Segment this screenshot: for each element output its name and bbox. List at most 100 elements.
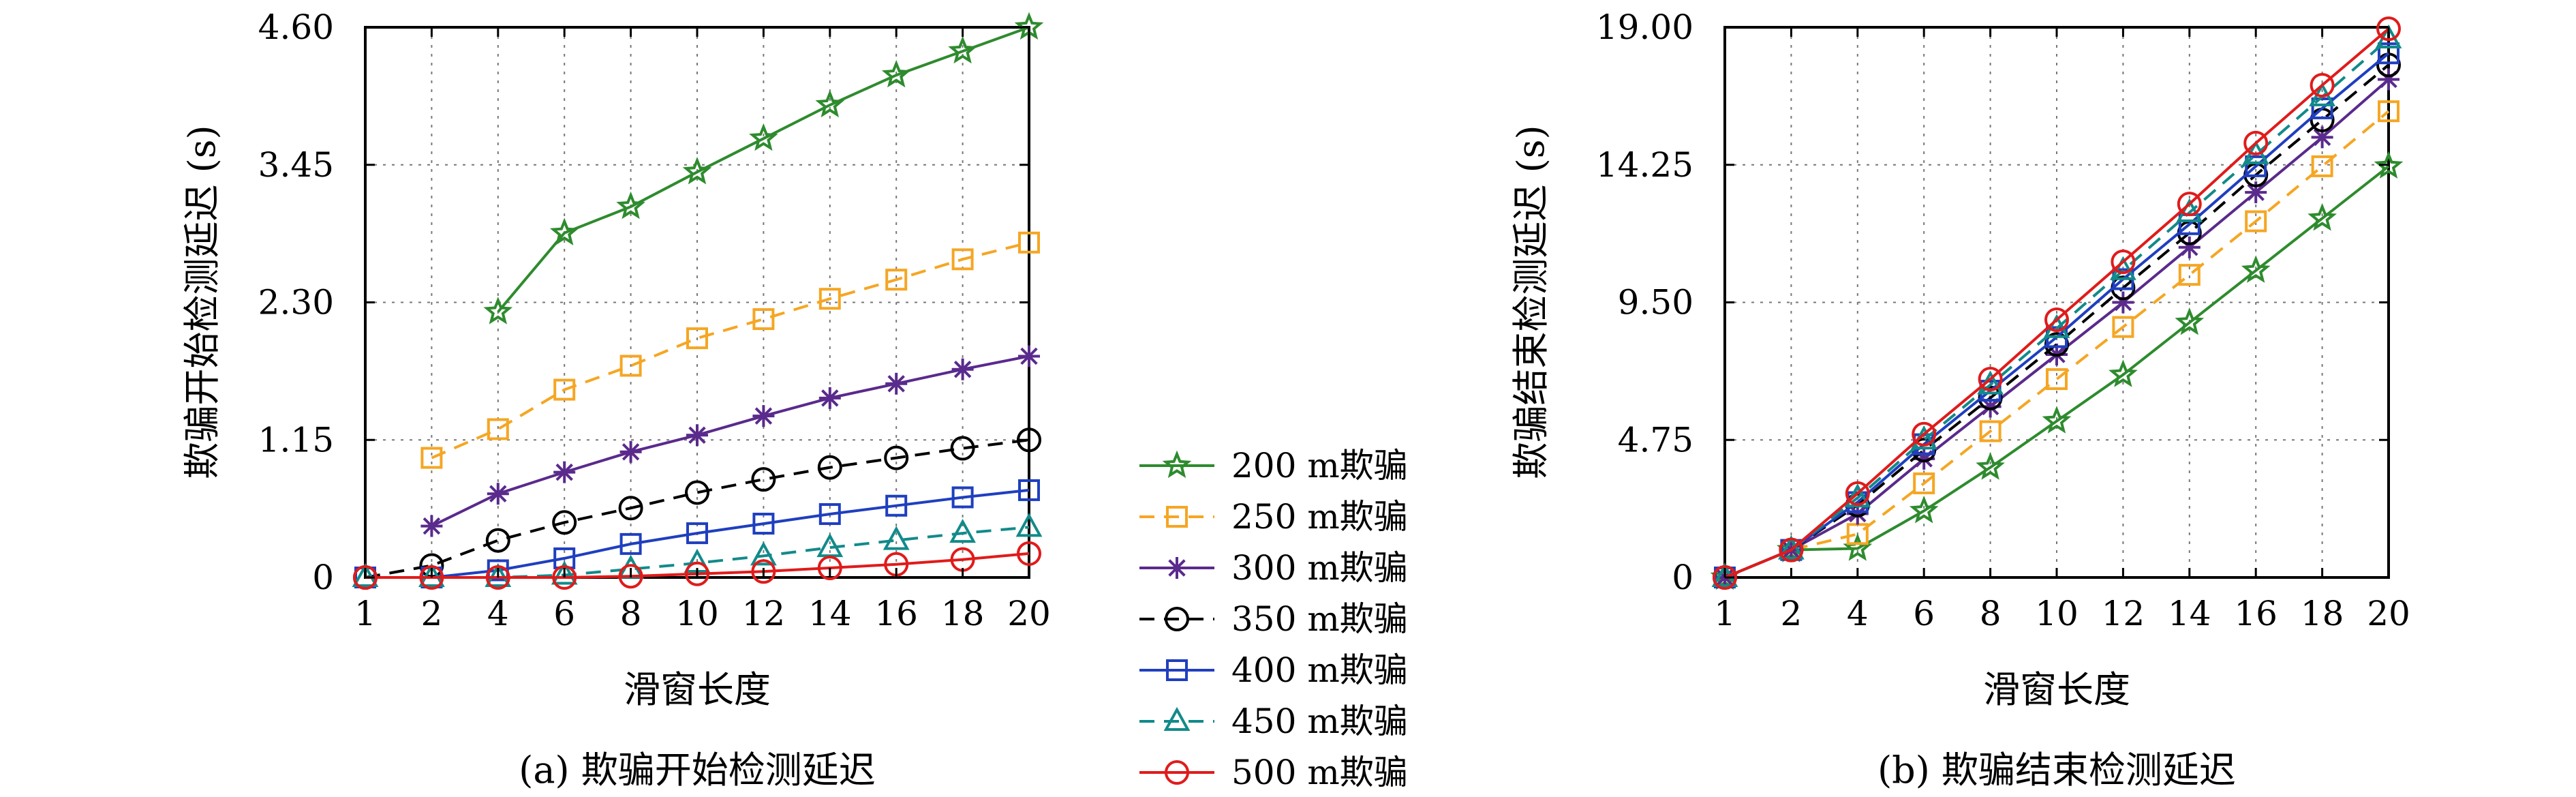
data-point <box>1845 481 1870 506</box>
data-point <box>750 541 777 566</box>
y-tick-label: 9.50 <box>1618 283 1693 322</box>
series-line <box>431 355 1030 528</box>
caption: (b) 欺骗结束检测延迟 <box>1877 749 2236 792</box>
data-point <box>1713 565 1737 590</box>
legend-label: 500 m欺骗 <box>1231 753 1408 792</box>
data-point <box>2046 368 2068 391</box>
data-point <box>818 503 841 526</box>
data-point <box>951 486 974 509</box>
legend-label: 400 m欺骗 <box>1231 650 1408 690</box>
x-tick-label: 16 <box>2234 594 2278 633</box>
legend-marker <box>1166 557 1188 579</box>
legend-item: 200 m欺骗 <box>1139 446 1408 485</box>
y-tick-label: 4.60 <box>258 7 334 47</box>
y-tick-label: 3.45 <box>258 145 334 185</box>
data-point <box>682 156 712 185</box>
x-tick-label: 2 <box>1780 594 1802 633</box>
data-point <box>487 418 509 440</box>
x-tick-label: 2 <box>420 594 442 633</box>
data-point <box>885 494 908 517</box>
data-point <box>2175 307 2205 335</box>
data-point <box>1909 495 1939 524</box>
data-point <box>2310 72 2335 97</box>
data-point <box>420 447 443 469</box>
data-point <box>619 355 642 377</box>
legend-marker <box>1163 706 1191 731</box>
series-line <box>365 438 1030 579</box>
data-point <box>885 372 908 395</box>
y-tick-label: 14.25 <box>1596 145 1693 185</box>
x-tick-label: 1 <box>1714 594 1736 633</box>
data-point <box>881 59 911 88</box>
y-tick-label: 19.00 <box>1596 7 1693 47</box>
data-point <box>2374 151 2404 179</box>
data-point <box>553 378 576 401</box>
legend-label: 300 m欺骗 <box>1231 548 1408 588</box>
data-point <box>2245 155 2267 177</box>
series-line <box>1724 63 2390 579</box>
data-point <box>1018 231 1040 254</box>
data-point <box>485 562 512 587</box>
x-tick-label: 14 <box>2168 594 2211 633</box>
x-tick-label: 12 <box>2102 594 2145 633</box>
x-tick-label: 20 <box>1007 594 1051 633</box>
data-point <box>2311 155 2333 177</box>
series-3 <box>420 345 1040 537</box>
data-point <box>551 560 578 585</box>
y-tick-label: 2.30 <box>258 283 334 322</box>
series-line <box>1724 37 2390 579</box>
legend-marker <box>1162 450 1192 479</box>
data-point <box>1913 472 1935 494</box>
data-point <box>749 123 778 151</box>
data-point <box>2307 202 2337 231</box>
x-tick-label: 4 <box>487 594 509 633</box>
data-point <box>2243 130 2269 155</box>
series-line <box>497 26 1030 313</box>
data-point <box>552 510 577 535</box>
data-point <box>817 455 842 480</box>
x-tick-label: 6 <box>1913 594 1935 633</box>
data-point <box>2311 126 2333 149</box>
data-point <box>485 565 510 590</box>
data-point <box>885 269 908 291</box>
data-point <box>419 565 444 590</box>
data-point <box>2044 307 2069 332</box>
data-point <box>1017 427 1041 453</box>
data-point <box>616 191 645 220</box>
series-line <box>1724 165 2390 579</box>
data-point <box>817 555 842 580</box>
data-point <box>2376 16 2401 42</box>
x-tick-label: 8 <box>620 594 642 633</box>
data-point <box>1912 421 1937 447</box>
data-point <box>619 440 642 463</box>
data-point <box>2378 42 2399 65</box>
data-point <box>951 248 974 271</box>
data-point <box>2112 316 2134 338</box>
data-point <box>549 217 579 245</box>
data-point <box>2110 256 2136 280</box>
data-point <box>483 297 513 325</box>
data-point <box>2111 250 2136 275</box>
data-point <box>950 436 975 461</box>
data-point <box>818 387 841 409</box>
legend-label: 350 m欺骗 <box>1231 599 1408 639</box>
data-point <box>2241 255 2271 283</box>
y-tick-label: 0 <box>1672 558 1693 597</box>
series-line <box>1724 27 2390 579</box>
series-line <box>431 241 1030 460</box>
data-point <box>353 565 378 590</box>
y-axis-title: 欺骗开始检测延迟 (s) <box>181 125 224 479</box>
x-tick-label: 18 <box>941 594 985 633</box>
data-point <box>685 480 709 505</box>
data-point <box>751 467 776 492</box>
data-point <box>1778 535 1805 560</box>
data-point <box>2378 100 2399 123</box>
y-tick-label: 0 <box>312 558 334 597</box>
data-point <box>686 522 708 545</box>
data-point <box>951 358 974 380</box>
x-tick-label: 18 <box>2301 594 2344 633</box>
data-point <box>418 562 445 587</box>
data-point <box>2176 198 2203 222</box>
